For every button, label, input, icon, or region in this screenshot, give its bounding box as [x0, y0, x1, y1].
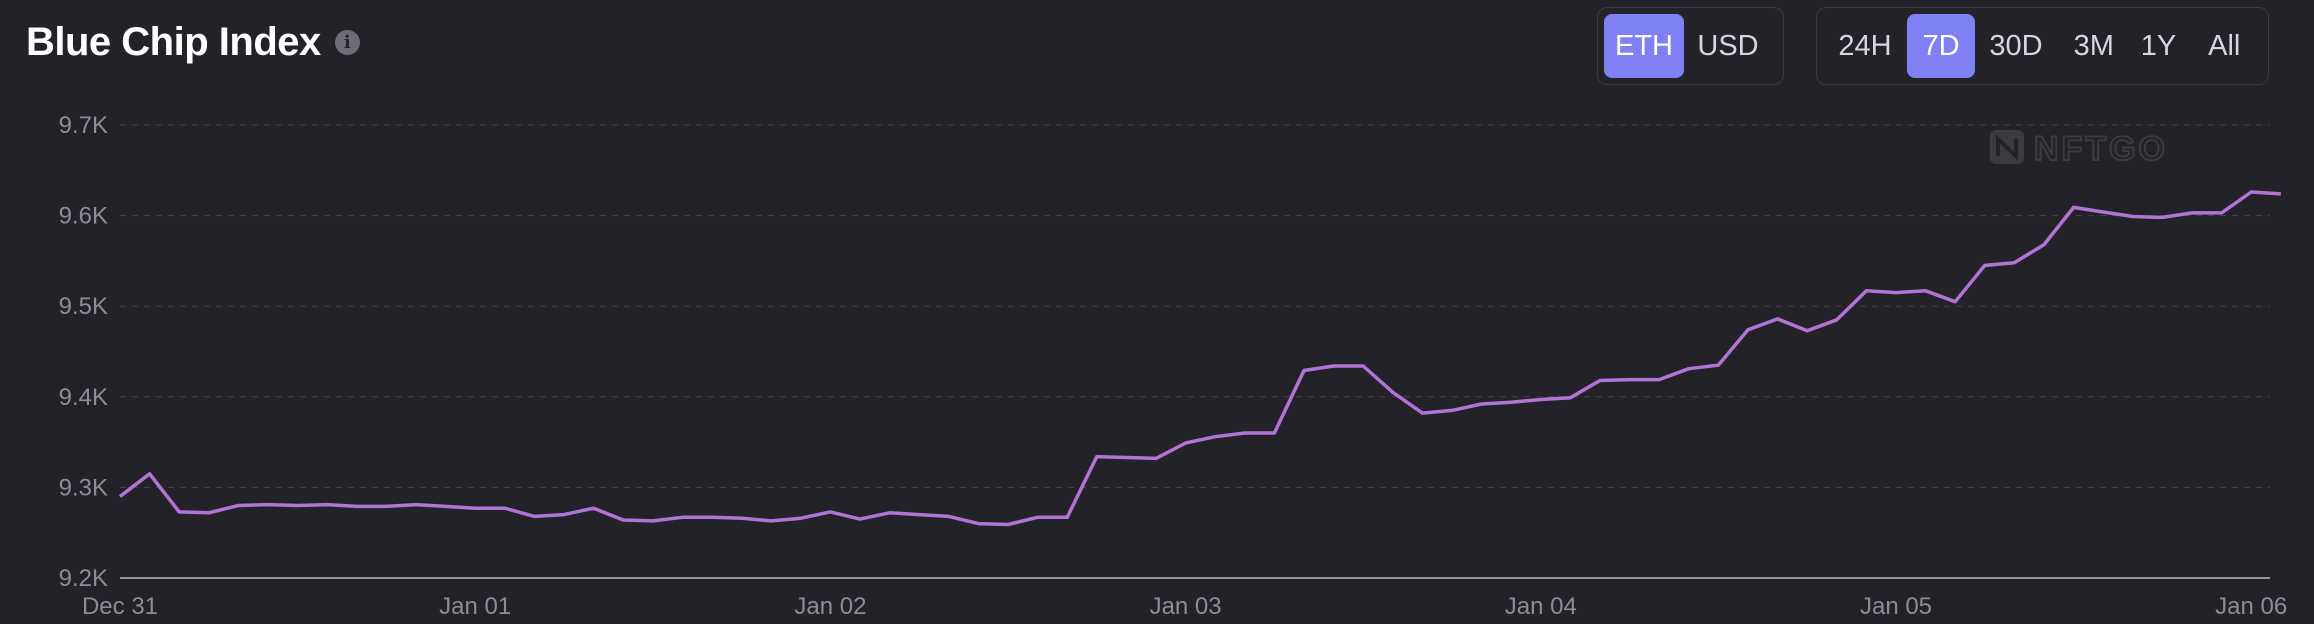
index-series-line[interactable]: [118, 190, 2281, 527]
y-tick-label: 9.3K: [59, 474, 108, 501]
info-icon[interactable]: i: [334, 30, 360, 55]
y-tick-label: 9.6K: [59, 203, 108, 230]
nftgo-watermark: NFTGO: [1990, 129, 2168, 169]
range-1y-button[interactable]: 1Y: [2140, 29, 2177, 62]
currency-toggle: ETH USD: [1597, 7, 1784, 85]
currency-usd-button[interactable]: USD: [1697, 29, 1759, 62]
x-tick-label: Jan 01: [439, 593, 511, 620]
y-tick-label: 9.4K: [59, 384, 108, 411]
range-30d-button[interactable]: 30D: [1989, 29, 2043, 62]
range-toggle: 24H 7D 30D 3M 1Y All: [1816, 7, 2269, 85]
range-all-button[interactable]: All: [2208, 29, 2241, 62]
y-tick-label: 9.2K: [59, 565, 108, 592]
x-tick-label: Jan 06: [2215, 593, 2287, 620]
range-24h-button[interactable]: 24H: [1838, 29, 1892, 62]
y-tick-label: 9.5K: [59, 293, 108, 320]
x-tick-label: Jan 03: [1150, 593, 1222, 620]
range-7d-button[interactable]: 7D: [1907, 14, 1975, 78]
range-3m-button[interactable]: 3M: [2073, 29, 2114, 62]
x-tick-label: Jan 04: [1505, 593, 1577, 620]
page-title: Blue Chip Index: [26, 20, 321, 64]
title-area: Blue Chip Index i: [26, 20, 360, 65]
watermark-text: NFTGO: [2034, 130, 2168, 168]
x-tick-label: Dec 31: [82, 593, 158, 620]
x-tick-label: Jan 05: [1860, 593, 1932, 620]
y-tick-label: 9.7K: [59, 112, 108, 139]
currency-eth-button[interactable]: ETH: [1604, 14, 1684, 78]
x-tick-label: Jan 02: [794, 593, 866, 620]
